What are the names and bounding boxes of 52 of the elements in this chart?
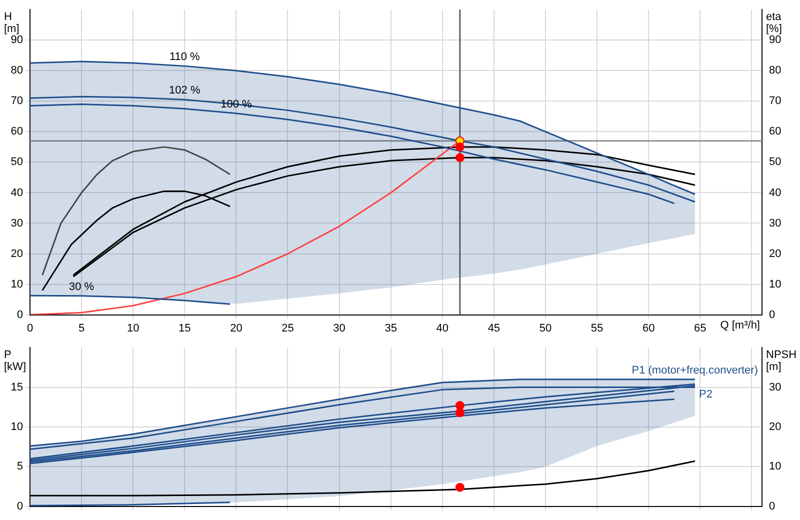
y-tick-label: 5 — [16, 460, 23, 473]
x-tick-label: 50 — [539, 322, 552, 334]
y-tick-label: 10 — [10, 421, 23, 434]
y2-tick-label: 10 — [769, 460, 782, 473]
x-tick-label: 25 — [282, 322, 294, 334]
y-tick-label: 30 — [10, 217, 23, 230]
x-tick-label: 10 — [126, 322, 140, 334]
y-tick-label: 0 — [16, 308, 23, 321]
annotation: P2 — [698, 388, 712, 401]
annotation: 102 % — [169, 84, 200, 97]
y2-tick-label: 40 — [769, 186, 782, 199]
y-tick-label: 70 — [10, 95, 23, 108]
y2-tick-label: 80 — [769, 64, 782, 77]
y-tick-label: 0 — [16, 500, 23, 512]
y2-tick-label: 90 — [769, 34, 782, 46]
y-axis-title: P [kW] — [4, 349, 26, 374]
x-tick-label: 5 — [78, 322, 85, 334]
y2-tick-label: 0 — [769, 308, 776, 321]
x-tick-label: 55 — [590, 322, 604, 334]
annotation: 30 % — [69, 280, 94, 293]
y-tick-label: 50 — [10, 156, 23, 168]
x-tick-label: 0 — [26, 322, 34, 334]
annotation: 110 % — [169, 51, 200, 64]
y2-tick-label: 30 — [769, 217, 782, 230]
y-axis-title: H [m] — [4, 11, 20, 36]
y-tick-label: 20 — [10, 248, 23, 260]
y2-tick-label: 20 — [769, 248, 782, 260]
x-tick-label: 65 — [694, 322, 706, 334]
y2-tick-label: 30 — [769, 381, 782, 394]
annotation: P1 (motor+freq.converter) — [632, 364, 758, 376]
y2-tick-label: 70 — [769, 95, 782, 108]
y-tick-label: 40 — [10, 186, 23, 199]
x-tick-label: 35 — [384, 322, 397, 334]
y2-tick-label: 0 — [769, 500, 776, 512]
x-tick-label: 15 — [178, 322, 191, 334]
y-tick-label: 60 — [10, 126, 23, 138]
y2-tick-label: 10 — [769, 278, 782, 290]
y2-tick-label: 60 — [769, 126, 782, 138]
y-tick-label: 10 — [10, 278, 23, 290]
y-tick-label: 15 — [10, 381, 23, 394]
y-tick-label: 80 — [10, 64, 23, 77]
x-axis-title: Q [m³/h] — [720, 319, 760, 332]
y2-axis-title: eta [%] — [766, 11, 782, 36]
y2-axis-title: NPSH [m] — [766, 349, 797, 374]
y2-tick-label: 50 — [769, 156, 782, 168]
x-tick-label: 20 — [230, 322, 242, 334]
y2-tick-label: 20 — [769, 421, 782, 434]
y-tick-label: 90 — [10, 34, 23, 46]
x-tick-label: 30 — [333, 322, 346, 334]
x-tick-label: 60 — [642, 322, 655, 334]
x-tick-label: 40 — [436, 322, 449, 334]
x-tick-label: 45 — [488, 322, 500, 334]
